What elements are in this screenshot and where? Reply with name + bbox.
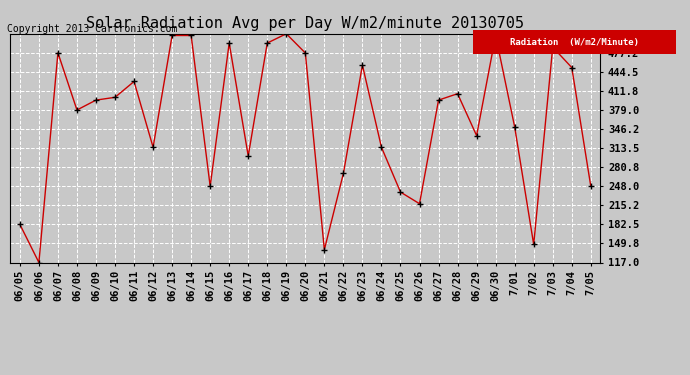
Text: Copyright 2013 Cartronics.com: Copyright 2013 Cartronics.com <box>7 24 177 34</box>
Title: Solar Radiation Avg per Day W/m2/minute 20130705: Solar Radiation Avg per Day W/m2/minute … <box>86 16 524 31</box>
Text: Radiation  (W/m2/Minute): Radiation (W/m2/Minute) <box>510 38 639 47</box>
